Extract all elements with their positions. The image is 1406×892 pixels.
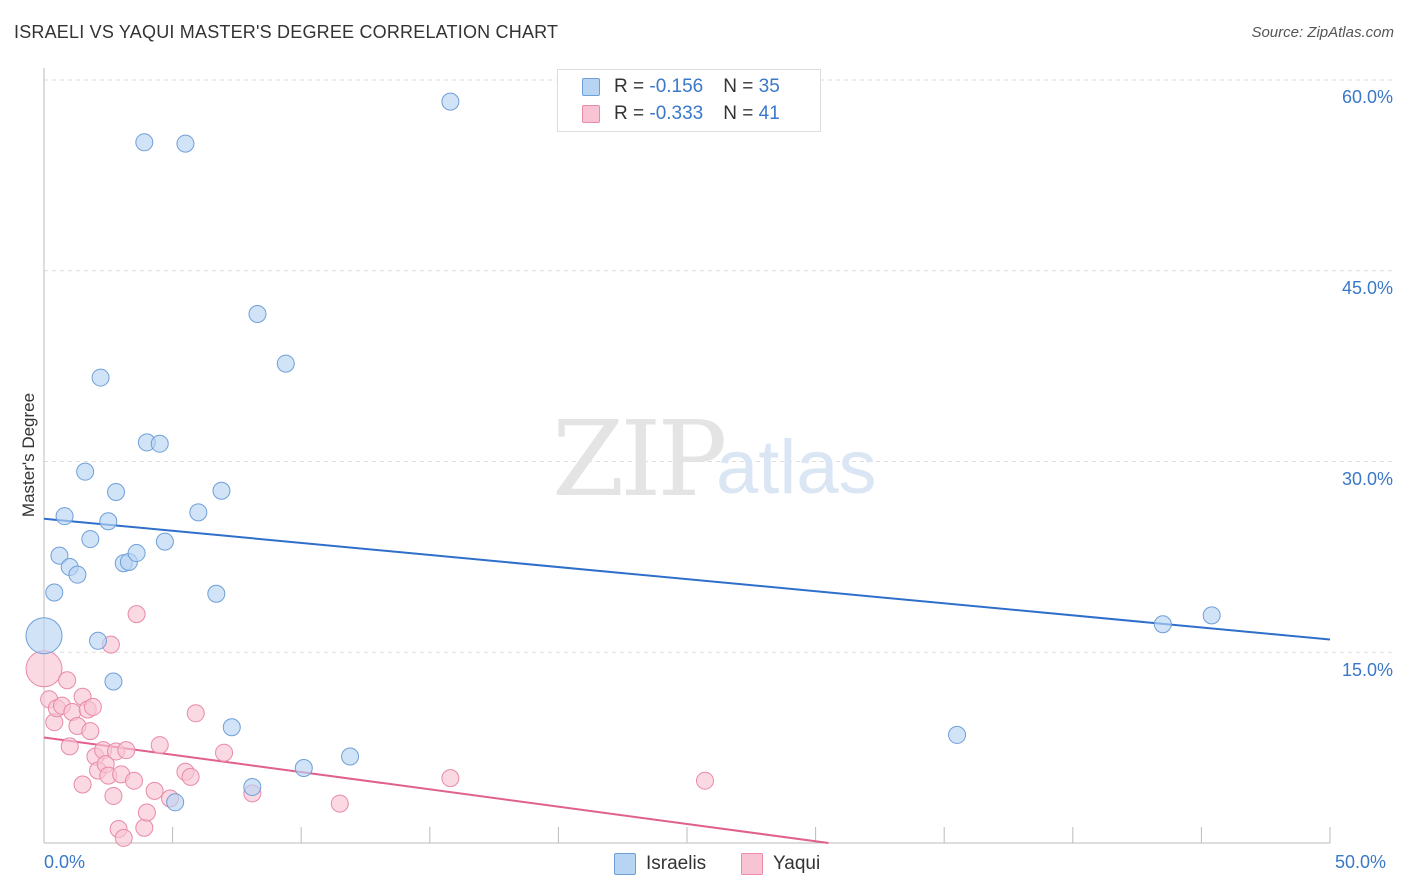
israelis-legend-label: Israelis bbox=[646, 853, 707, 874]
israelis-point bbox=[50, 546, 69, 565]
yaqui-point bbox=[441, 769, 460, 788]
legend-item-israelis[interactable]: Israelis bbox=[614, 851, 706, 877]
yaqui-point bbox=[104, 786, 123, 805]
source-label: Source: ZipAtlas.com bbox=[1251, 24, 1394, 41]
israelis-point bbox=[89, 631, 108, 650]
n-label: N = bbox=[723, 76, 759, 97]
yaqui-legend-label: Yaqui bbox=[773, 853, 821, 874]
israelis-legend-swatch bbox=[614, 853, 636, 875]
israelis-point bbox=[207, 584, 226, 603]
yaqui-point bbox=[117, 741, 136, 760]
stats-legend-row-yaqui: R = -0.333 N = 41 bbox=[582, 102, 780, 126]
yaqui-point bbox=[114, 828, 133, 847]
yaqui-point bbox=[330, 794, 349, 813]
israelis-point bbox=[55, 507, 74, 526]
israelis-swatch bbox=[582, 78, 600, 96]
israelis-point bbox=[135, 133, 154, 152]
watermark-atlas: atlas bbox=[716, 425, 877, 510]
israelis-point bbox=[248, 304, 267, 323]
israelis-point bbox=[948, 725, 967, 744]
n-value: 35 bbox=[758, 76, 780, 97]
israelis-point bbox=[25, 617, 63, 655]
y-tick-label-45: 45.0% bbox=[1341, 278, 1393, 298]
israelis-point bbox=[155, 532, 174, 551]
r-value: -0.156 bbox=[649, 76, 704, 97]
r-value: -0.333 bbox=[649, 103, 704, 124]
yaqui-point bbox=[81, 722, 100, 741]
y-tick-label-15: 15.0% bbox=[1341, 660, 1393, 680]
israelis-point bbox=[81, 530, 100, 549]
israelis-point bbox=[76, 462, 95, 481]
israelis-point bbox=[150, 434, 169, 453]
israelis-point bbox=[104, 672, 123, 691]
yaqui-point bbox=[83, 697, 102, 716]
israelis-point bbox=[107, 483, 126, 502]
x-tick-label-min: 0.0% bbox=[44, 852, 86, 872]
israelis-point bbox=[341, 747, 360, 766]
r-label: R = bbox=[614, 103, 650, 124]
yaqui-point bbox=[25, 650, 63, 688]
chart-title: ISRAELI VS YAQUI MASTER'S DEGREE CORRELA… bbox=[14, 22, 559, 42]
y-axis-title: Master's Degree bbox=[19, 392, 38, 518]
yaqui-point bbox=[135, 818, 154, 837]
r-label: R = bbox=[614, 76, 650, 97]
israelis-point bbox=[127, 544, 146, 563]
israelis-point bbox=[99, 512, 118, 531]
yaqui-swatch bbox=[582, 105, 600, 123]
yaqui-point bbox=[696, 771, 715, 790]
legend-item-yaqui[interactable]: Yaqui bbox=[741, 851, 820, 877]
yaqui-point bbox=[150, 736, 169, 755]
israelis-point bbox=[166, 793, 185, 812]
israelis-point bbox=[1202, 606, 1221, 625]
y-tick-label-30: 30.0% bbox=[1341, 469, 1393, 489]
yaqui-trend-line bbox=[43, 736, 829, 844]
yaqui-legend-swatch bbox=[741, 853, 763, 875]
yaqui-point bbox=[181, 767, 200, 786]
gridlines bbox=[44, 79, 1392, 653]
israelis-point bbox=[1153, 615, 1172, 634]
yaqui-point bbox=[60, 737, 79, 756]
trend-lines bbox=[43, 517, 1331, 844]
yaqui-point bbox=[58, 671, 77, 690]
israelis-point bbox=[294, 758, 313, 777]
israelis-point bbox=[68, 565, 87, 584]
israelis-point bbox=[222, 718, 241, 737]
yaqui-point bbox=[137, 803, 156, 822]
stats-legend: R = -0.156 N = 35 R = -0.333 N = 41 bbox=[557, 69, 821, 132]
yaqui-point bbox=[73, 775, 92, 794]
yaqui-point bbox=[145, 781, 164, 800]
israelis-point bbox=[276, 354, 295, 373]
israelis-trend-line bbox=[43, 517, 1331, 641]
axes bbox=[43, 68, 1331, 844]
israelis-point bbox=[441, 92, 460, 111]
israelis-point bbox=[243, 778, 262, 797]
yaqui-point bbox=[127, 605, 146, 624]
x-tick-label-max: 50.0% bbox=[1335, 852, 1387, 872]
yaqui-point bbox=[215, 743, 234, 762]
y-tick-label-60: 60.0% bbox=[1341, 87, 1393, 107]
yaqui-point bbox=[125, 771, 144, 790]
israelis-point bbox=[212, 481, 231, 500]
n-label: N = bbox=[723, 103, 759, 124]
israelis-point bbox=[176, 134, 195, 153]
israelis-point bbox=[45, 583, 64, 602]
watermark-zip: ZIP bbox=[552, 398, 727, 520]
stats-legend-row-israelis: R = -0.156 N = 35 bbox=[582, 75, 780, 99]
n-value: 41 bbox=[758, 103, 780, 124]
yaqui-point bbox=[186, 704, 205, 723]
israelis-point bbox=[91, 368, 110, 387]
israelis-point bbox=[189, 503, 208, 522]
data-points bbox=[25, 92, 1221, 847]
